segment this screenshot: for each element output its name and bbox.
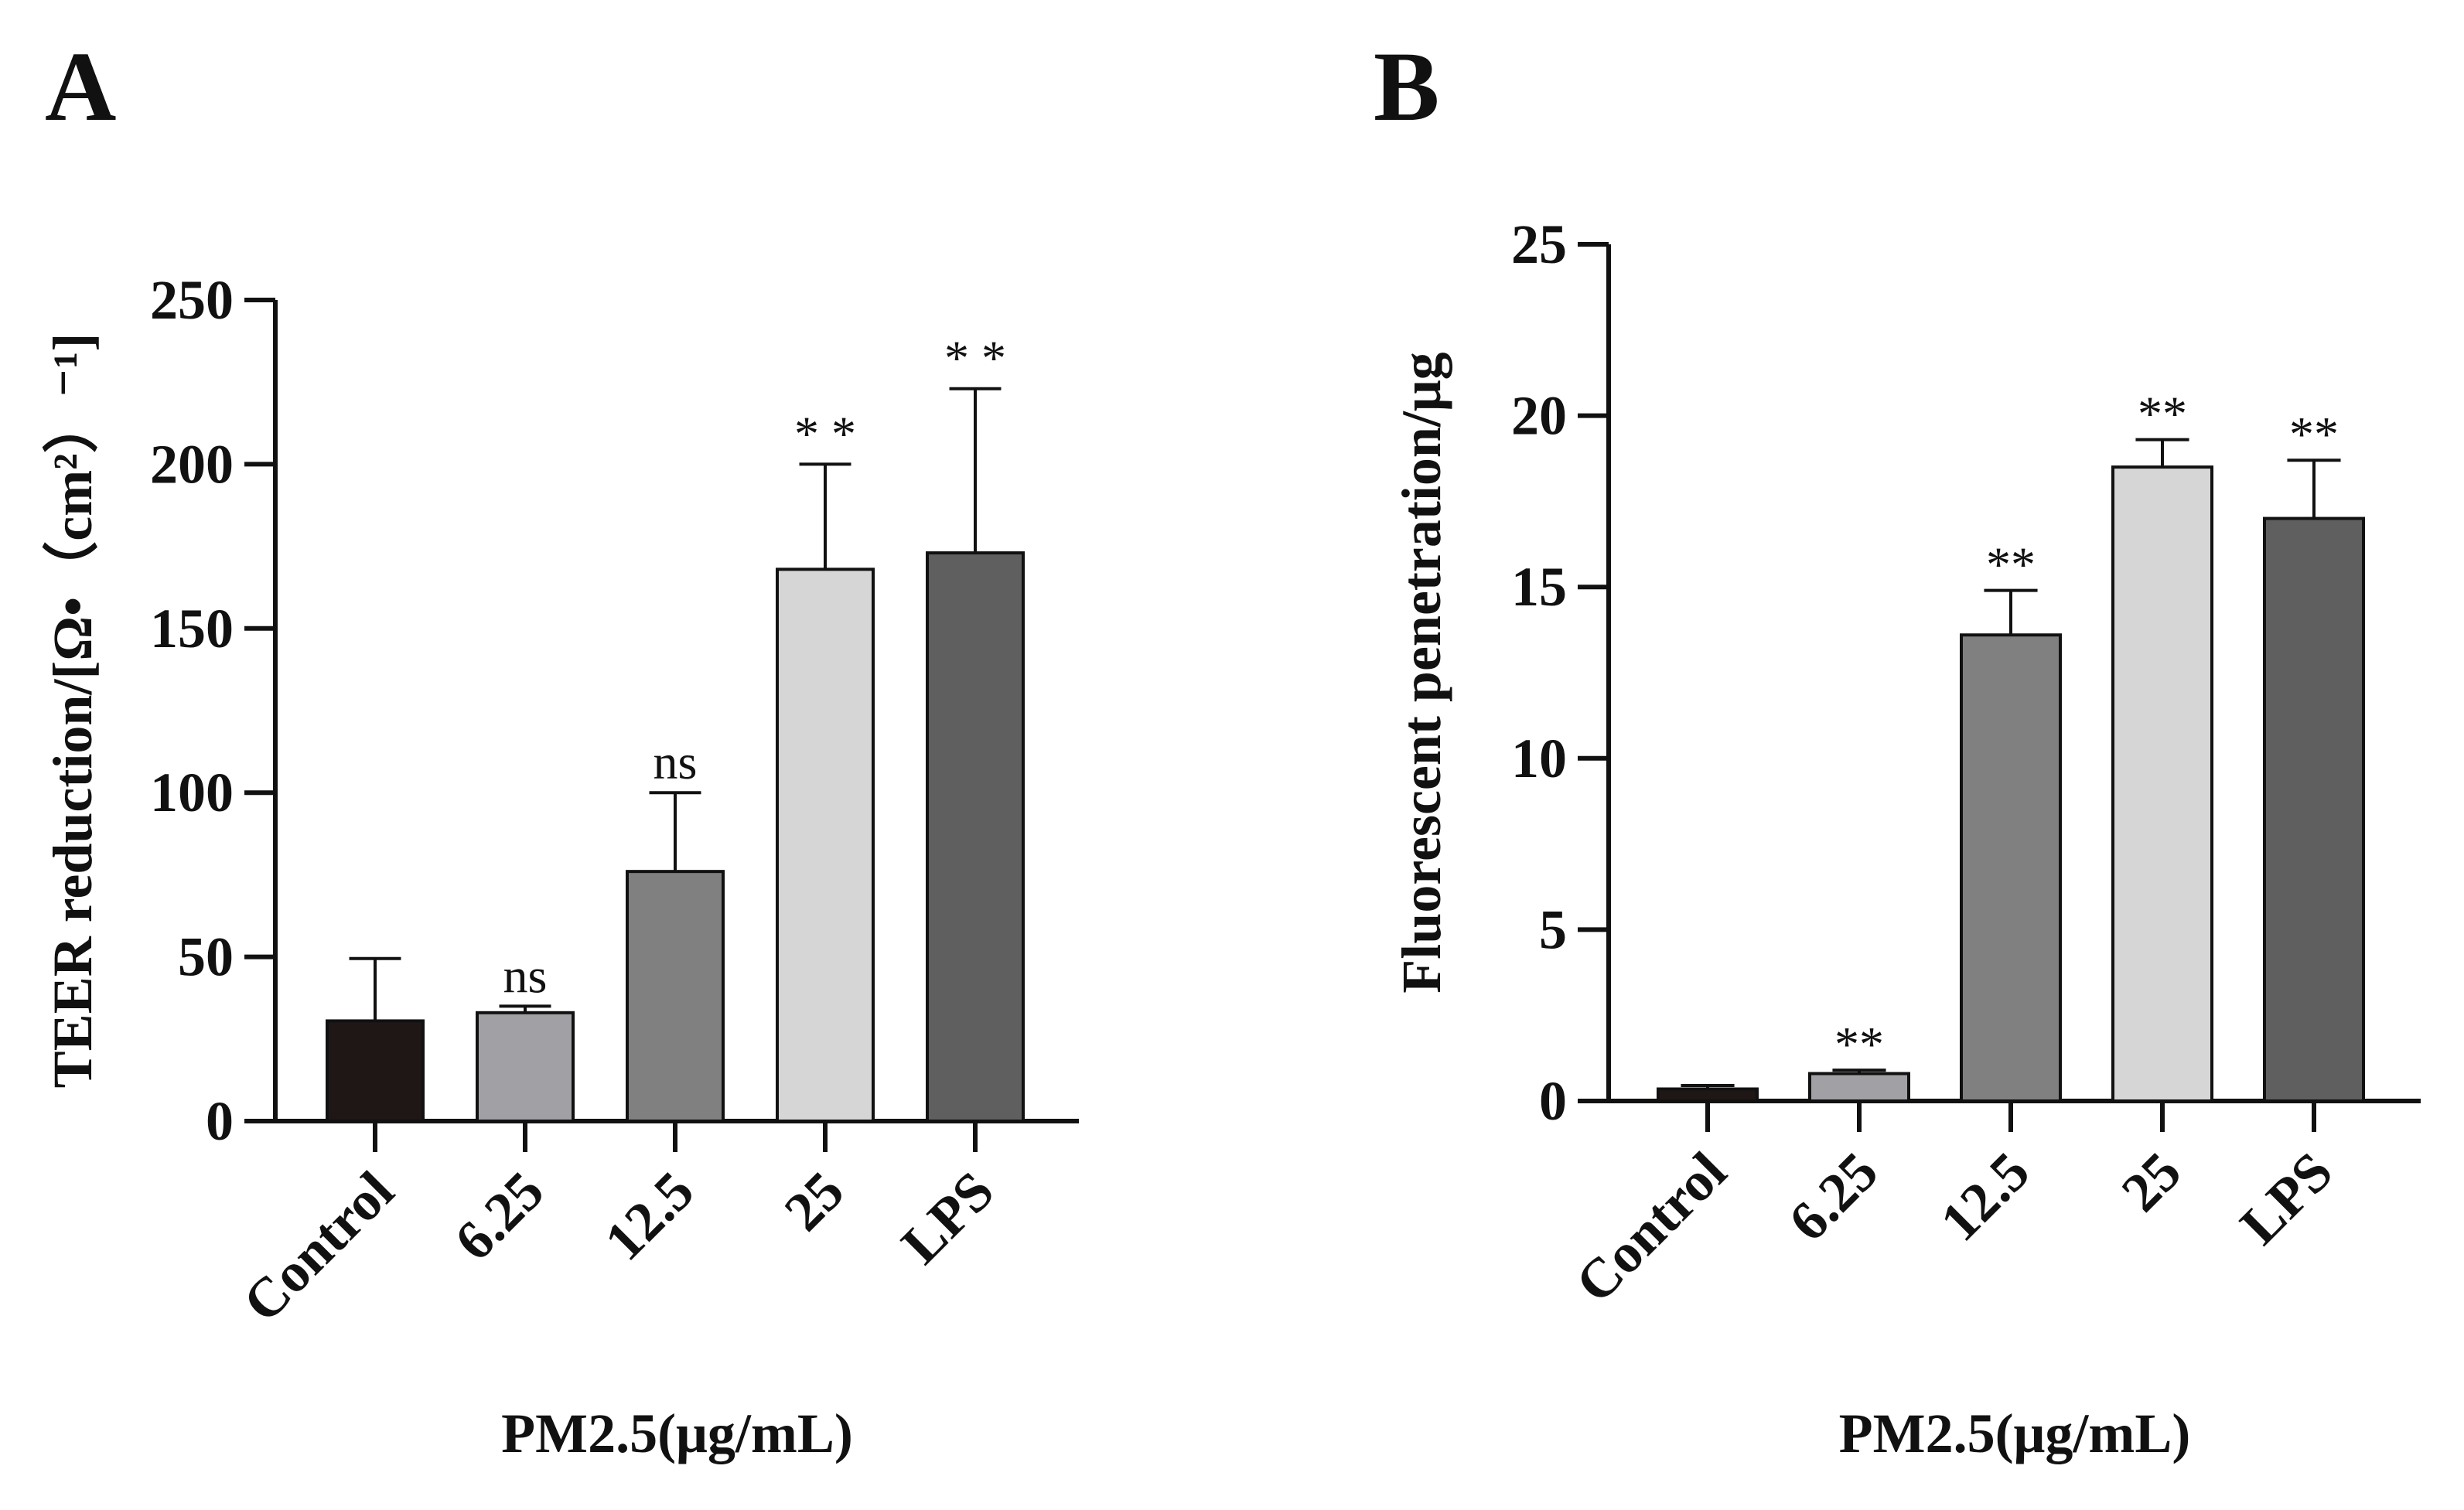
- panel-a-significance-label: ns: [654, 735, 698, 789]
- panel-a-significance-label: * *: [944, 331, 1006, 386]
- panel-a-x-axis-title: PM2.5(μg/mL): [501, 1403, 853, 1464]
- panel-b-y-tick-label: 25: [1511, 213, 1567, 275]
- panel-b-significance-label: **: [2289, 407, 2339, 462]
- panel-a-y-tick-label: 200: [150, 433, 234, 495]
- panel-b-bar-4: [2263, 516, 2365, 1103]
- panel-b-y-tick-label: 10: [1511, 728, 1567, 789]
- panel-b-bar-1: [1808, 1072, 1910, 1103]
- panel-a-bar-4: [926, 551, 1025, 1123]
- panel-a-significance-label: * *: [794, 406, 856, 461]
- panel-b-y-tick-label: 0: [1539, 1070, 1567, 1132]
- panel-b-bar-3: [2111, 465, 2213, 1103]
- panel-a-y-tick-label: 150: [150, 598, 234, 660]
- panel-a-y-tick-label: 50: [178, 926, 234, 988]
- panel-b-bar-0: [1657, 1087, 1759, 1103]
- panel-a-y-tick-label: 100: [150, 762, 234, 823]
- panel-b-y-tick-label: 5: [1539, 898, 1567, 960]
- panel-b-bar-2: [1960, 633, 2062, 1103]
- panel-a-y-tick-label: 250: [150, 269, 234, 331]
- panel-a-bar-1: [476, 1011, 575, 1123]
- panel-a-label: A: [45, 32, 116, 141]
- panel-b-label: B: [1374, 32, 1439, 141]
- panel-a-bar-3: [776, 568, 875, 1123]
- panel-a-y-tick-label: 0: [206, 1090, 234, 1152]
- panel-b-y-tick-label: 15: [1511, 556, 1567, 618]
- panel-a-significance-label: ns: [503, 948, 548, 1003]
- panel-a-bar-0: [326, 1019, 425, 1123]
- panel-b-x-axis-title: PM2.5(μg/mL): [1839, 1403, 2191, 1464]
- panel-b-y-axis-title: Fluorescent penetration/μg: [1391, 352, 1452, 993]
- panel-b-significance-label: **: [1834, 1017, 1884, 1072]
- panel-b-y-tick-label: 20: [1511, 385, 1567, 447]
- panel-b-significance-label: **: [2138, 387, 2187, 441]
- panel-a-y-axis-title: TEER reduction/[Ω•（cm²）⁻¹]: [42, 333, 104, 1089]
- panel-b-significance-label: **: [1986, 537, 2036, 592]
- panel-a-bar-2: [626, 870, 725, 1123]
